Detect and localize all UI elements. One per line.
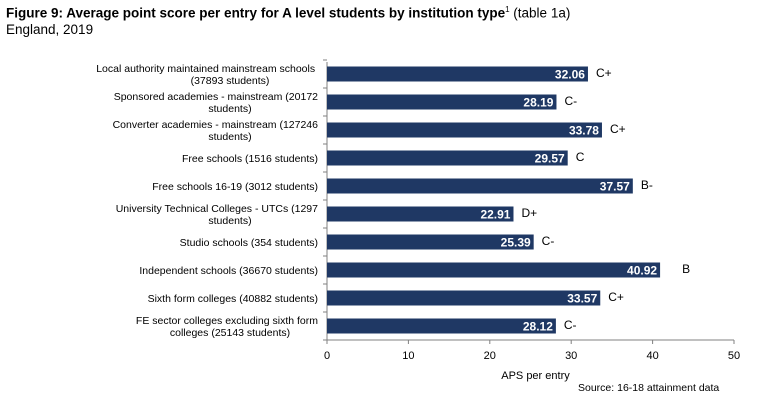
grade-label: D+ <box>521 206 537 220</box>
chart-subtitle: England, 2019 <box>6 22 94 37</box>
bar <box>327 66 588 82</box>
chart-title: Figure 9: Average point score per entry … <box>6 5 570 21</box>
category-label: Sixth form colleges (40882 students) <box>148 293 318 305</box>
category-label: Independent schools (36670 students) <box>139 265 318 277</box>
grade-label: C+ <box>610 122 626 136</box>
x-tick-label: 0 <box>324 350 330 362</box>
grade-label: C <box>576 150 585 164</box>
category-label: Converter academies - mainstream (127246… <box>113 119 319 143</box>
bar <box>327 318 556 334</box>
category-label: Sponsored academies - mainstream (20172 s… <box>114 91 318 115</box>
bar-value-label: 22.91 <box>480 208 510 222</box>
category-label: University Technical Colleges - UTCs (12… <box>116 203 318 227</box>
chart-title-table-ref: (table 1a) <box>509 5 571 21</box>
category-label: Free schools 16-19 (3012 students) <box>152 181 318 193</box>
grade-label: B- <box>641 178 653 192</box>
bar <box>327 94 557 110</box>
bar-value-label: 40.92 <box>627 264 657 278</box>
bar-value-label: 29.57 <box>535 152 565 166</box>
x-axis-title: APS per entry <box>501 370 570 382</box>
grade-label: C- <box>564 94 577 108</box>
bar-value-label: 28.19 <box>523 96 553 110</box>
category-label: FE sector colleges excluding sixth form c… <box>136 315 318 339</box>
grade-label: B <box>682 262 690 276</box>
bar-value-label: 32.06 <box>555 68 585 82</box>
bar <box>327 234 534 250</box>
bar-value-label: 28.12 <box>523 320 553 334</box>
bar <box>327 290 601 306</box>
grade-label: C- <box>564 318 577 332</box>
x-tick-label: 20 <box>484 350 496 362</box>
bar-value-label: 33.78 <box>569 124 599 138</box>
bar <box>327 206 514 222</box>
bar-value-label: 37.57 <box>600 180 630 194</box>
grade-label: C+ <box>596 66 612 80</box>
bar <box>327 262 661 278</box>
x-tick-label: 10 <box>402 350 414 362</box>
grade-label: C- <box>542 234 555 248</box>
category-label: Studio schools (354 students) <box>180 237 318 249</box>
category-label: Free schools (1516 students) <box>182 153 318 165</box>
title-footnote-marker: 1 <box>505 5 510 14</box>
x-tick-label: 50 <box>728 350 740 362</box>
bar-value-label: 25.39 <box>501 236 531 250</box>
grade-label: C+ <box>608 290 624 304</box>
x-tick-label: 40 <box>646 350 658 362</box>
bar <box>327 150 568 166</box>
bar-value-label: 33.57 <box>567 292 597 306</box>
category-label: Local authority maintained mainstream sc… <box>96 63 318 87</box>
bar <box>327 178 633 194</box>
chart-title-main: Figure 9: Average point score per entry … <box>6 5 506 21</box>
bar <box>327 122 602 138</box>
source-note: Source: 16-18 attainment data <box>578 382 720 394</box>
x-tick-label: 30 <box>565 350 577 362</box>
